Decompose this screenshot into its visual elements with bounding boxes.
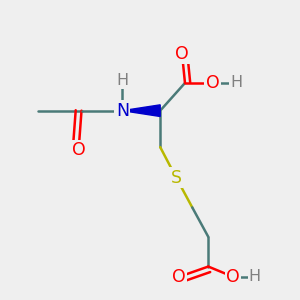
Text: N: N [116, 102, 129, 120]
Text: S: S [171, 169, 182, 187]
Polygon shape [122, 105, 160, 116]
Text: H: H [230, 76, 242, 91]
Text: O: O [72, 141, 86, 159]
Text: H: H [249, 269, 261, 284]
Text: O: O [206, 74, 220, 92]
Text: O: O [175, 45, 189, 63]
Text: O: O [226, 268, 240, 286]
Text: O: O [172, 268, 186, 286]
Text: H: H [116, 73, 128, 88]
